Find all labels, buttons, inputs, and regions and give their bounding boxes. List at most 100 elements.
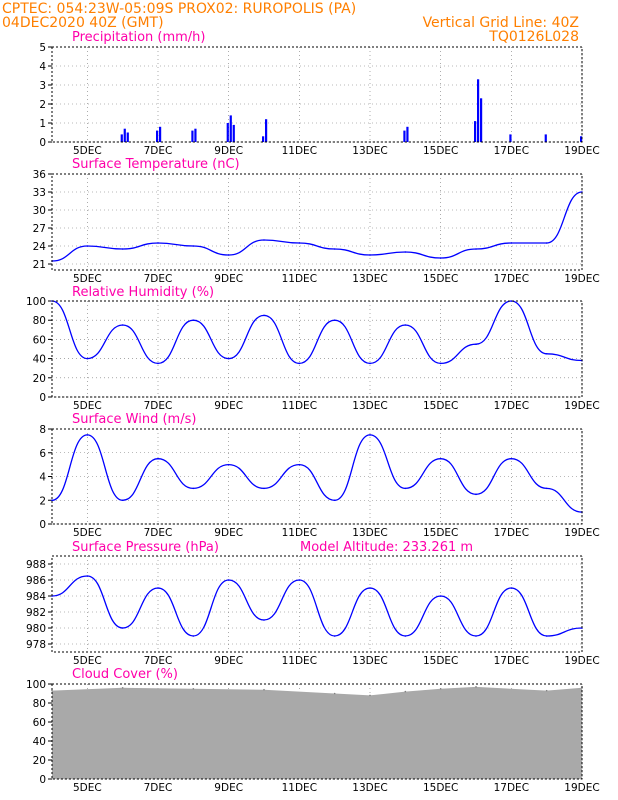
- cloud-data-point: [545, 689, 548, 692]
- wind-data-point: [510, 457, 513, 460]
- pressure-panel: 978 980 982 984 986 988 5DEC 7DEC 9DEC 11DEC 13DEC…: [26, 555, 600, 667]
- wind-xtick-label: 17DEC: [494, 527, 529, 539]
- humidity-xtick-label: 11DEC: [282, 400, 317, 412]
- wind-data-point: [475, 493, 477, 496]
- pressure-xtick-label: 15DEC: [423, 655, 458, 667]
- temp-data-point: [510, 242, 513, 244]
- wind-data-point: [192, 487, 195, 490]
- wind-ytick-label: 8: [39, 424, 46, 436]
- temp-xtick-label: 15DEC: [423, 273, 458, 285]
- precip-xtick-label: 11DEC: [282, 145, 317, 157]
- humidity-xtick-label: 13DEC: [352, 400, 387, 412]
- humidity-data-point: [510, 300, 513, 302]
- wind-xtick-label: 5DEC: [73, 527, 102, 539]
- precip-ytick-label: 3: [39, 80, 46, 92]
- humidity-xtick-label: 19DEC: [564, 400, 599, 412]
- cloud-xtick-label: 15DEC: [423, 782, 458, 794]
- temp-ytick-label: 30: [33, 205, 46, 217]
- wind-data-point: [439, 457, 442, 460]
- precip-bar: [194, 128, 197, 142]
- precip-xtick-label: 9DEC: [214, 145, 243, 157]
- pressure-ytick-label: 980: [26, 623, 46, 635]
- temp-data-point: [475, 248, 477, 250]
- cloud-ytick-label: 20: [33, 755, 46, 767]
- precip-title: Precipitation (mm/h): [72, 30, 205, 45]
- cloud-xtick-label: 5DEC: [73, 782, 102, 794]
- humidity-data-point: [192, 319, 195, 322]
- humidity-ytick-label: 40: [33, 354, 46, 366]
- model-altitude-label: Model Altitude: 233.261 m: [300, 540, 473, 555]
- pressure-data-point: [439, 595, 442, 597]
- cloud-frame: [51, 683, 583, 780]
- temp-data-point: [157, 242, 159, 244]
- wind-data-point: [369, 434, 371, 436]
- pressure-data-point: [192, 635, 195, 637]
- pressure-xtick-label: 17DEC: [494, 655, 529, 667]
- pressure-ytick-label: 978: [26, 639, 46, 651]
- humidity-data-point: [263, 314, 265, 317]
- precip-bar: [229, 115, 232, 142]
- humidity-frame: [51, 300, 583, 398]
- wind-xtick-label: 9DEC: [214, 527, 243, 539]
- wind-data-point: [227, 463, 230, 466]
- pressure-frame: [51, 555, 583, 653]
- temp-xtick-label: 19DEC: [564, 273, 599, 285]
- temp-ytick-label: 27: [33, 223, 46, 235]
- cloud-ytick-label: 60: [33, 717, 46, 729]
- pressure-data-point: [333, 635, 336, 637]
- pressure-xtick-label: 13DEC: [352, 655, 387, 667]
- wind-frame: [51, 428, 583, 525]
- humidity-ytick-label: 0: [39, 392, 46, 404]
- precip-ytick-label: 5: [39, 42, 46, 54]
- temp-data-point: [439, 257, 442, 259]
- temp-data-point: [227, 254, 230, 256]
- wind-data-point: [86, 434, 89, 436]
- wind-ytick-label: 4: [39, 472, 46, 484]
- temp-series-line: [51, 191, 583, 262]
- run-date-header: 04DEC2020 40Z (GMT): [2, 15, 164, 31]
- precip-bar: [120, 134, 123, 142]
- temp-data-point: [333, 248, 336, 250]
- humidity-data-point: [86, 357, 89, 360]
- precip-xtick-label: 19DEC: [564, 145, 599, 157]
- wind-data-point: [51, 499, 53, 502]
- cloud-data-point: [475, 686, 477, 688]
- pressure-ytick-label: 982: [26, 607, 46, 619]
- wind-ytick-label: 6: [39, 448, 46, 460]
- pressure-xtick-label: 11DEC: [282, 655, 317, 667]
- pressure-data-point: [298, 579, 301, 581]
- temp-xtick-label: 7DEC: [144, 273, 173, 285]
- temp-xtick-label: 17DEC: [494, 273, 529, 285]
- pressure-data-point: [369, 587, 371, 589]
- wind-xtick-label: 13DEC: [352, 527, 387, 539]
- temp-xtick-label: 13DEC: [352, 273, 387, 285]
- cloud-xtick-label: 13DEC: [352, 782, 387, 794]
- temp-frame: [51, 173, 583, 271]
- humidity-xtick-label: 5DEC: [73, 400, 102, 412]
- pressure-data-point: [121, 627, 124, 629]
- precip-bar: [544, 134, 547, 142]
- cloud-ytick-label: 40: [33, 736, 46, 748]
- precip-bar: [123, 128, 126, 142]
- humidity-ytick-label: 80: [33, 315, 46, 327]
- wind-data-point: [298, 463, 301, 466]
- humidity-ytick-label: 100: [26, 296, 46, 308]
- humidity-data-point: [475, 343, 477, 346]
- wind-ytick-label: 0: [39, 519, 46, 531]
- station-header: CPTEC: 054:23W-05:09S PROX02: RUROPOLIS …: [2, 1, 356, 17]
- humidity-data-point: [298, 362, 301, 365]
- humidity-data-point: [121, 324, 124, 326]
- temp-xtick-label: 11DEC: [282, 273, 317, 285]
- wind-xtick-label: 19DEC: [564, 527, 599, 539]
- precip-bar: [580, 136, 583, 142]
- humidity-data-point: [439, 362, 442, 365]
- temp-ytick-label: 33: [33, 187, 46, 199]
- humidity-xtick-label: 9DEC: [214, 400, 243, 412]
- pressure-xtick-label: 19DEC: [564, 655, 599, 667]
- cloud-xtick-label: 17DEC: [494, 782, 529, 794]
- temp-data-point: [404, 251, 407, 253]
- wind-title: Surface Wind (m/s): [72, 412, 196, 427]
- precip-bar: [156, 130, 159, 142]
- humidity-data-point: [404, 324, 407, 326]
- pressure-data-point: [510, 587, 513, 589]
